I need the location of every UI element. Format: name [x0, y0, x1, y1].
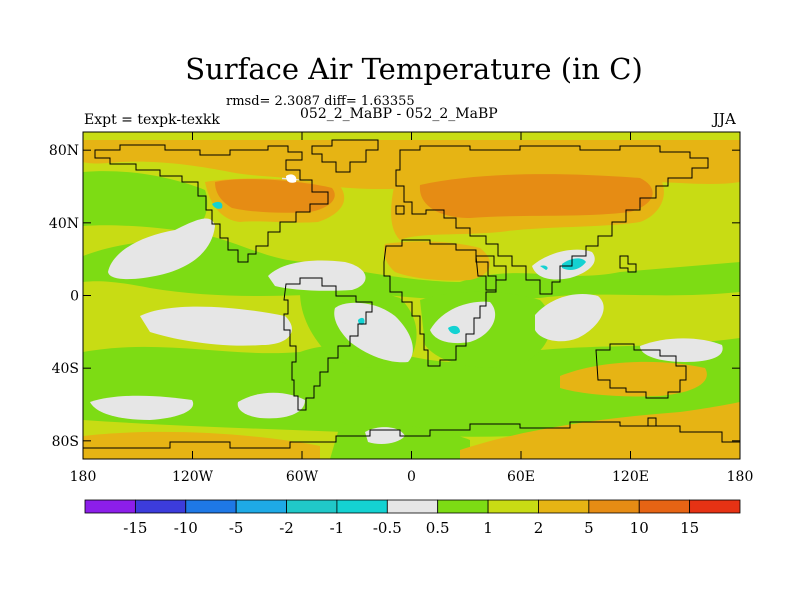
field-gray-west-pacific [535, 294, 604, 342]
y-tick-label: 80N [49, 143, 79, 159]
field-gray-near-africa [365, 427, 405, 444]
coastline-eurasia [395, 145, 709, 295]
field-gray-indian [430, 301, 496, 344]
field-gray-southern-ocean-mid [237, 392, 305, 419]
y-tick-label: 40S [52, 361, 79, 377]
field-green-northwest [83, 171, 208, 232]
field-cyan-indian [448, 325, 460, 335]
y-tick-label: 0 [70, 289, 79, 305]
rmsd-stats: rmsd= 2.3087 diff= 1.63355 [226, 94, 415, 109]
x-tick-label: 180 [70, 469, 97, 485]
x-tick-label: 180 [727, 469, 754, 485]
field-cyan-south-atlantic [358, 317, 365, 325]
map-title: Surface Air Temperature (in C) [185, 52, 643, 86]
y-axis-tick-labels: 80N 40N 0 40S 80S [49, 143, 79, 450]
x-tick-label: 60E [507, 469, 535, 485]
field-gray-north-atlantic [268, 260, 366, 291]
colorbar-label: 2 [534, 519, 544, 537]
colorbar-label: 0.5 [426, 519, 450, 537]
colorbar-labels: -15 -10 -5 -2 -1 -0.5 0.5 1 2 5 10 15 [123, 519, 699, 537]
x-tick-label: 120W [172, 469, 214, 485]
field-white-greenland-spot [286, 174, 297, 183]
coastline-uk [395, 205, 405, 215]
coastlines [83, 139, 740, 449]
field-green-antarctic [330, 423, 470, 459]
field-green-band-tropical [83, 235, 740, 300]
colorbar-segment [235, 499, 287, 514]
colorbar-segment [336, 499, 388, 514]
colorbar-segment [689, 499, 741, 514]
field-gray-north-pacific [108, 218, 215, 280]
anomaly-field [83, 132, 740, 459]
colorbar-label: -2 [279, 519, 294, 537]
coastline-africa [383, 239, 497, 367]
colorbar-label: -5 [229, 519, 244, 537]
x-tick-label: 0 [407, 469, 416, 485]
x-tick-label: 60W [286, 469, 319, 485]
field-cyan-north-america [212, 201, 223, 209]
colorbar-segment [185, 499, 237, 514]
colorbar-segment [588, 499, 640, 514]
coastline-australia [595, 343, 687, 399]
y-tick-label: 40N [49, 216, 79, 232]
colorbar-segment [386, 499, 439, 514]
colorbar-label: -10 [174, 519, 198, 537]
coastline-tasmania [647, 417, 657, 427]
field-gray-south-atlantic [334, 302, 413, 363]
colorbar-label: -15 [123, 519, 147, 537]
field-gray-southern-ocean [90, 395, 194, 420]
experiment-label: Expt = texpk-texkk [84, 112, 220, 128]
field-orange-north-america [215, 179, 335, 213]
colorbar-segment [487, 499, 539, 514]
colorbar-label: 1 [483, 519, 493, 537]
colorbar-label: 5 [584, 519, 594, 537]
colorbar-segment [84, 499, 136, 514]
field-gold-sahara [384, 241, 491, 281]
colorbar-label: 15 [680, 519, 699, 537]
coastline-arabia [475, 255, 507, 291]
field-gold-southeast-pacific [560, 361, 707, 397]
x-axis-tick-labels: 180 120W 60W 0 60E 120E 180 [70, 469, 754, 485]
colorbar-segment [134, 499, 187, 514]
x-axis-ticks [82, 132, 741, 459]
field-gray-south-pacific [140, 306, 292, 346]
coastline-south-america [283, 277, 373, 411]
field-cyan-east-asia-small [540, 265, 548, 270]
y-axis-ticks [83, 149, 740, 442]
experiment-subtitle: 052_2_MaBP - 052_2_MaBP [300, 106, 498, 122]
coastline-greenland [311, 139, 379, 173]
x-tick-label: 120E [612, 469, 649, 485]
colorbar-segment [286, 499, 338, 514]
colorbar-label: -0.5 [373, 519, 402, 537]
colorbar-segment [638, 499, 691, 514]
field-gold-southwest [83, 431, 320, 459]
field-gold-southern-band [460, 402, 740, 459]
colorbar-label: -1 [330, 519, 345, 537]
colorbar-segment [437, 499, 489, 514]
coastline-japan [619, 255, 637, 273]
colorbar [84, 499, 741, 514]
colorbar-label: 10 [630, 519, 649, 537]
y-tick-label: 80S [52, 434, 79, 450]
coastline-north-america [94, 144, 329, 263]
field-cyan-east-asia [562, 258, 586, 270]
colorbar-segment [538, 499, 590, 514]
field-orange-eurasia [419, 174, 653, 218]
season-label: JJA [713, 110, 736, 128]
